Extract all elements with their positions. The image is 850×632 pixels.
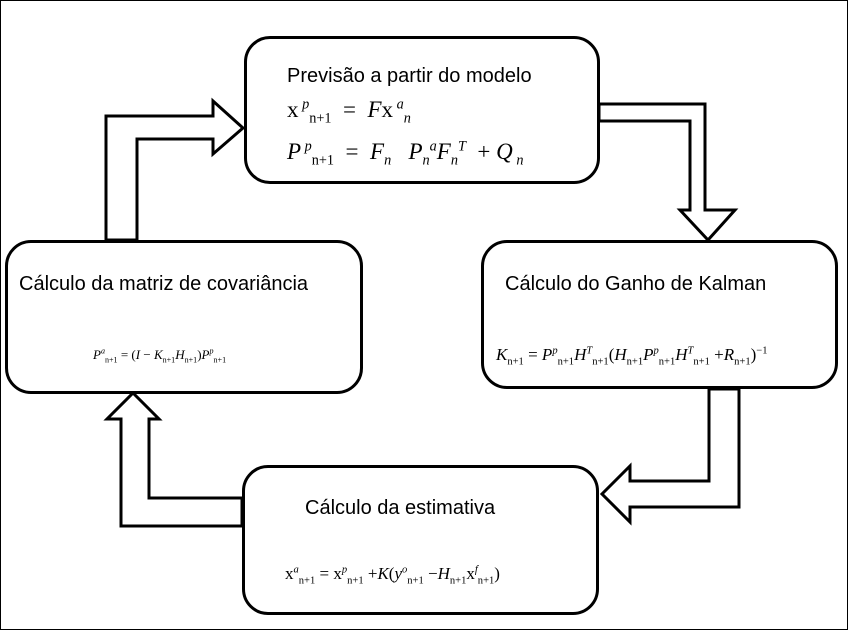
arrow-prediction-to-kalman xyxy=(597,102,739,243)
prediction-box: Previsão a partir do modelo x pn+1 = Fx … xyxy=(244,36,600,184)
covariance-forecast-equation: P pn+1 = Fn PnaFnT + Q n xyxy=(287,138,524,169)
arrow-covariance-to-prediction xyxy=(104,97,246,242)
arrow-estimate-to-covariance xyxy=(103,390,244,528)
analysis-state-equation: xan+1 = xpn+1 +K(yon+1 −Hn+1xfn+1) xyxy=(285,564,500,587)
estimate-title: Cálculo da estimativa xyxy=(305,497,496,519)
kalman-gain-title: Cálculo do Ganho de Kalman xyxy=(505,273,767,295)
analysis-covariance-equation: Pan+1 = (I − Kn+1Hn+1)Ppn+1 xyxy=(93,346,227,365)
state-forecast-equation: x pn+1 = Fx an xyxy=(287,96,411,127)
prediction-title: Previsão a partir do modelo xyxy=(287,65,532,87)
estimate-box: Cálculo da estimativa xan+1 = xpn+1 +K(y… xyxy=(242,465,599,615)
kalman-gain-equation: Kn+1 = Ppn+1HTn+1(Hn+1Ppn+1HTn+1 +Rn+1)−… xyxy=(496,345,768,368)
covariance-title: Cálculo da matriz de covariância xyxy=(19,273,309,295)
covariance-box: Cálculo da matriz de covariância Pan+1 =… xyxy=(5,240,363,394)
kalman-gain-box: Cálculo do Ganho de Kalman Kn+1 = Ppn+1H… xyxy=(481,240,838,389)
arrow-kalman-to-estimate xyxy=(599,387,741,526)
